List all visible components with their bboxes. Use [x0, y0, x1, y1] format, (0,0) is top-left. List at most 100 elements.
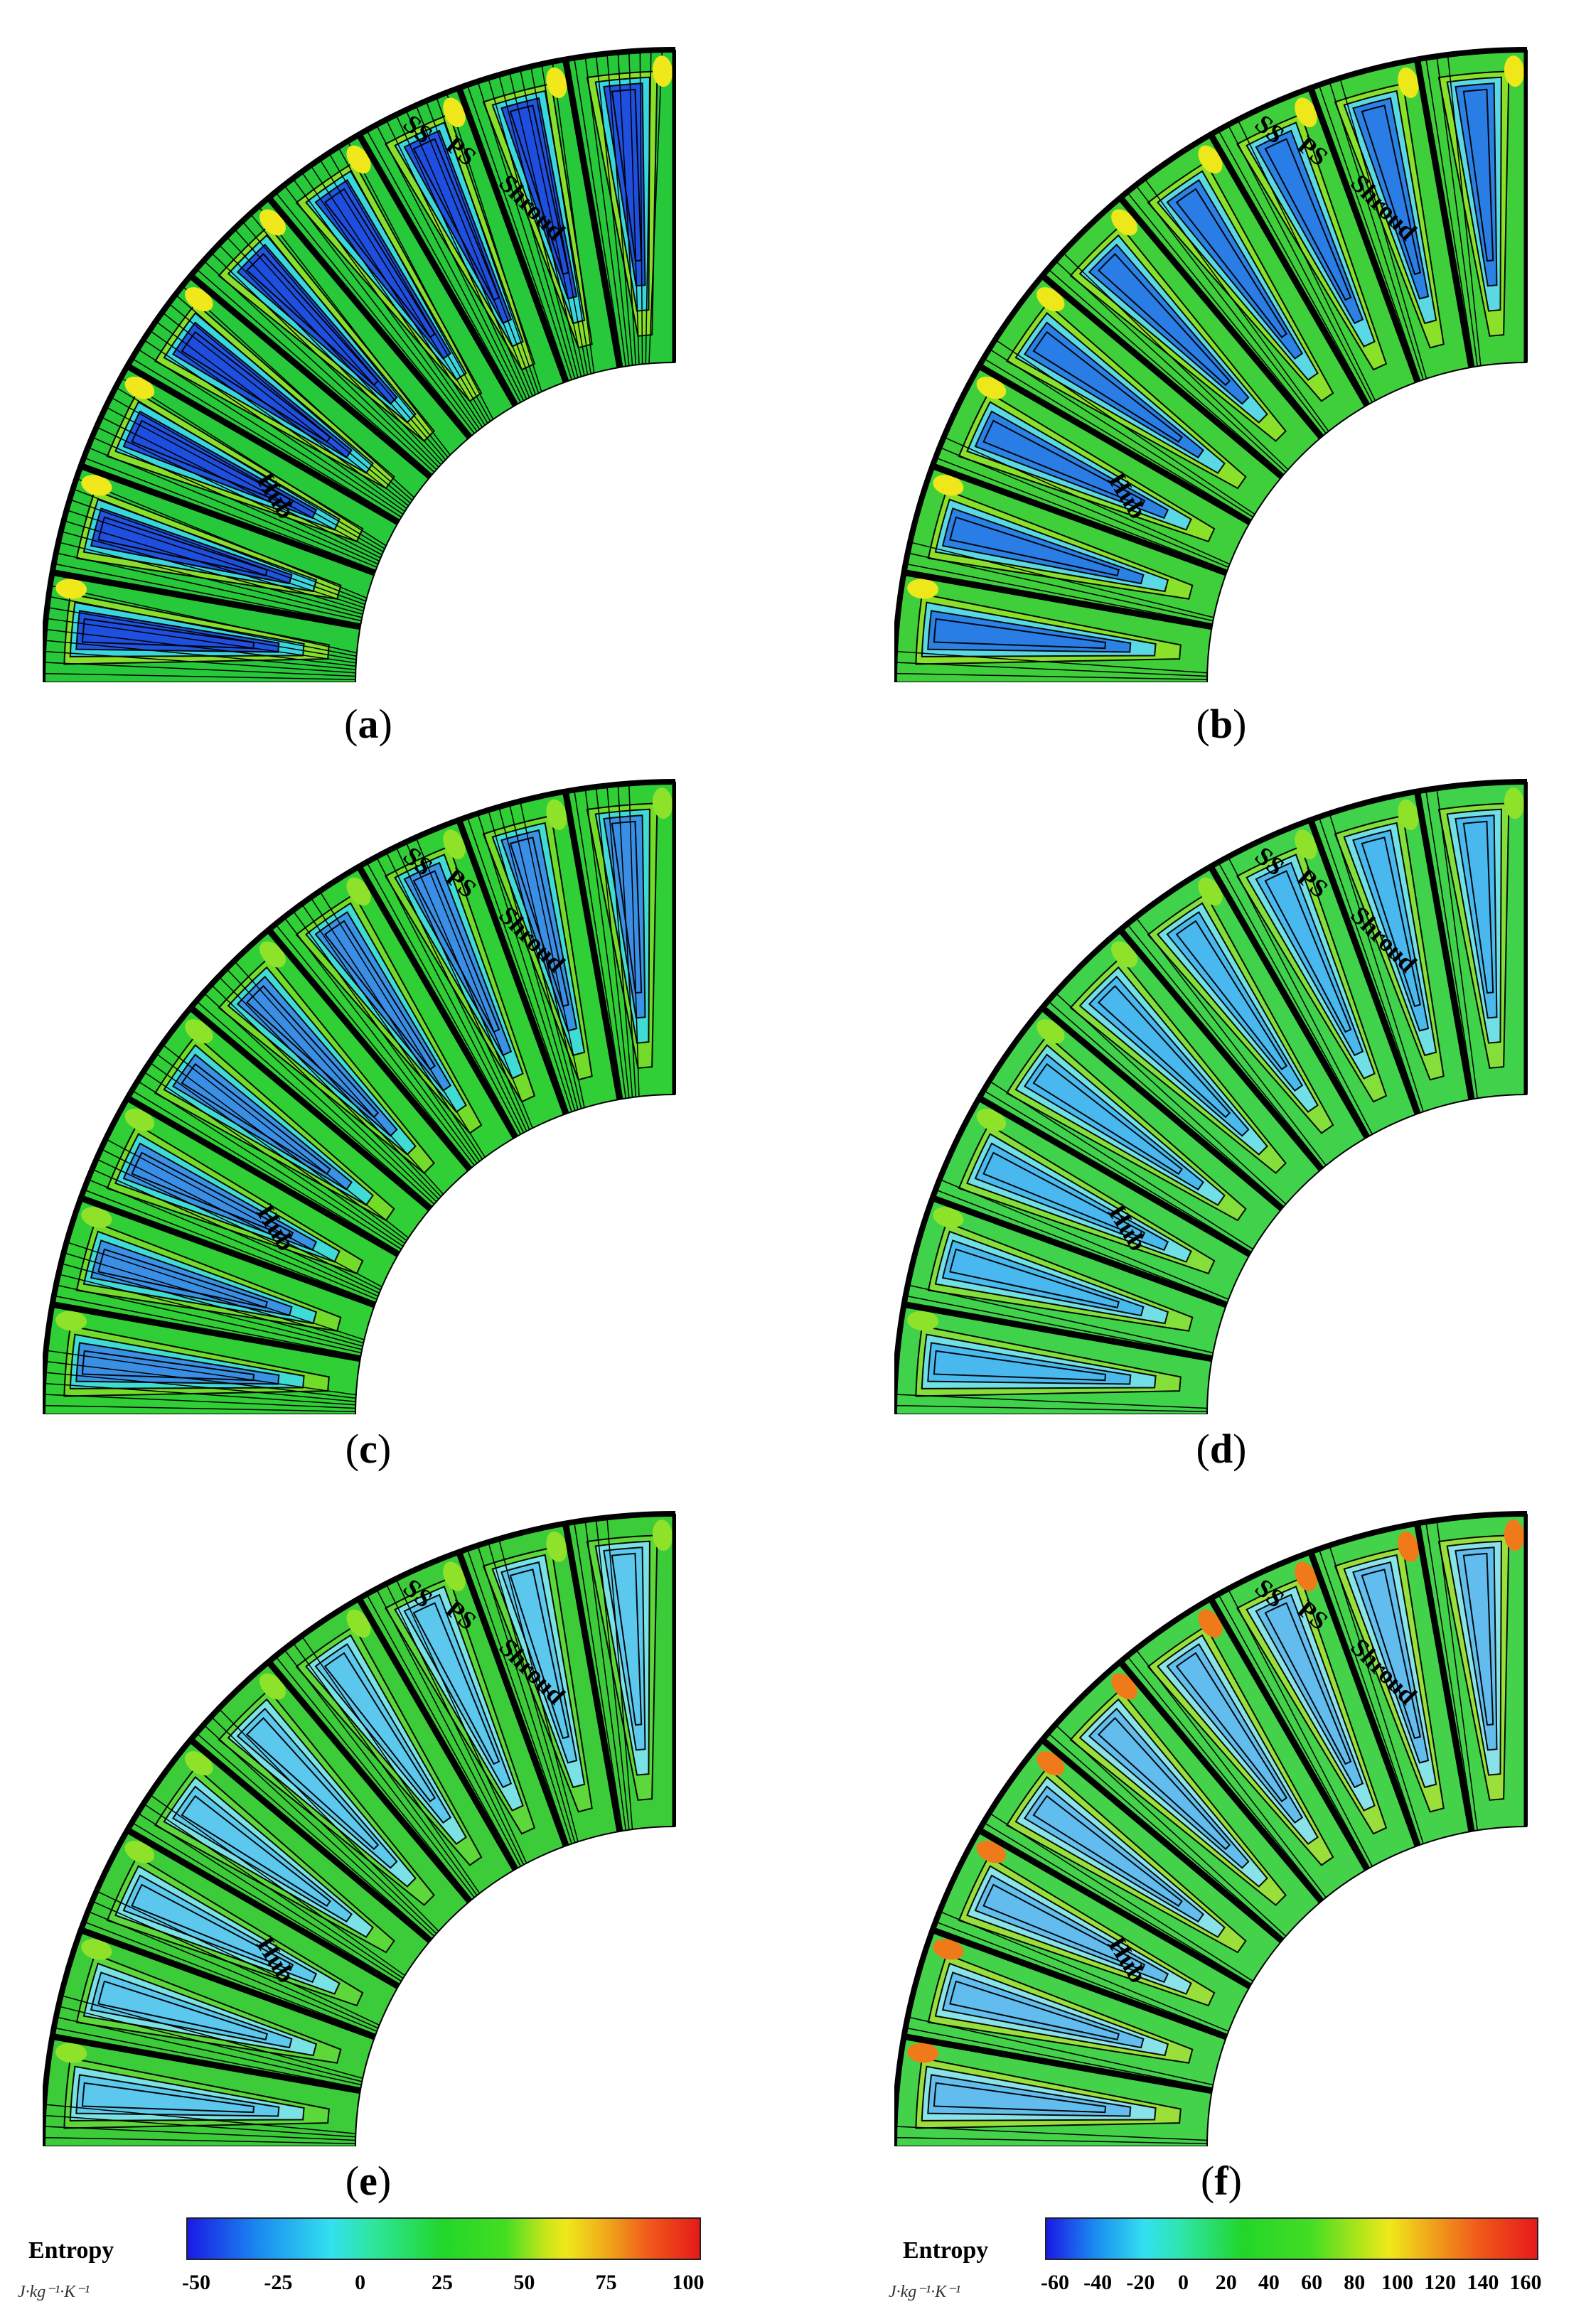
contour-line: [87, 1178, 377, 1300]
contour-line: [319, 158, 486, 426]
passage-contour: [982, 1151, 1146, 1239]
hot-spot: [1036, 287, 1065, 312]
contour-line: [43, 1372, 356, 1402]
contour-line: [894, 662, 1208, 677]
contour-line: [87, 1910, 377, 2032]
hot-spot: [976, 376, 1007, 399]
contour-line: [87, 446, 377, 568]
contour-line: [132, 357, 400, 521]
contour-line: [395, 1578, 527, 1863]
contour-line: [1055, 992, 1287, 1205]
blade: [356, 132, 518, 407]
hot-spot: [1504, 55, 1525, 87]
contour-line: [1425, 790, 1475, 1099]
passage-contour: [245, 1716, 380, 1851]
hot-spot: [1198, 145, 1223, 174]
colorbar-right-tick: -60: [1041, 2271, 1069, 2294]
blade: [1118, 1659, 1324, 1904]
contour-line: [63, 1252, 364, 1344]
contour-line: [292, 1642, 478, 1896]
contour-line: [1318, 1549, 1421, 1846]
contour-line: [301, 1635, 481, 1894]
caption-f: (f): [1201, 2158, 1242, 2204]
caption-e: (e): [345, 2158, 392, 2204]
contour-line: [385, 851, 525, 1134]
contour-line: [110, 397, 384, 553]
blade: [51, 1301, 361, 1362]
contour-line: [552, 61, 595, 373]
passage-contour: [1175, 1652, 1288, 1802]
blade: [977, 1095, 1252, 1257]
hot-spot: [1198, 877, 1223, 906]
hub-boundary: [1206, 1826, 1528, 2146]
contour-line: [83, 457, 376, 571]
blade: [266, 195, 473, 440]
contour-line: [508, 803, 582, 1109]
contour-line: [195, 1000, 433, 1207]
hot-spot: [55, 2043, 87, 2063]
contour-line: [1318, 817, 1421, 1114]
blade: [1414, 1522, 1475, 1832]
contour-line: [96, 1890, 380, 2026]
blade: [903, 569, 1213, 630]
contour-line: [894, 1404, 1208, 1412]
contour-line: [45, 618, 356, 664]
contour-line: [60, 530, 363, 615]
contour-line: [310, 897, 483, 1160]
contour-line: [233, 960, 444, 1195]
contour-line: [43, 662, 356, 677]
hot-spot: [185, 287, 213, 312]
contour-line: [1227, 856, 1373, 1135]
contour-line: [905, 2027, 1213, 2089]
contour-line: [573, 58, 623, 367]
passage-contour: [1361, 836, 1421, 1007]
contour-line: [595, 1518, 630, 1830]
blade: [977, 363, 1252, 525]
passage-contour: [181, 1795, 331, 1908]
contour-line: [58, 542, 363, 618]
contour-line: [274, 191, 473, 436]
contour-line: [218, 244, 439, 468]
contour-line: [508, 71, 582, 377]
contour-line: [995, 339, 1255, 515]
blade: [1118, 927, 1324, 1172]
contour-line: [1436, 56, 1478, 367]
colorbar-right-tick: 140: [1467, 2271, 1499, 2294]
contour-line: [628, 51, 640, 365]
contour-line: [66, 1241, 365, 1340]
blade: [80, 1927, 376, 2040]
hot-spot: [259, 941, 286, 968]
contour-line: [1218, 1593, 1370, 1868]
blade: [125, 1095, 400, 1257]
passage-contour: [933, 1350, 1107, 1382]
blade: [562, 790, 623, 1100]
blade: [562, 58, 623, 368]
blade: [188, 273, 433, 480]
contour-line: [92, 1900, 379, 2029]
hot-spot: [976, 1108, 1007, 1131]
colorbar-right-title: Entropy: [903, 2237, 989, 2264]
colorbar-right-tick: -40: [1083, 2271, 1113, 2294]
blade: [1040, 1005, 1285, 1212]
contour-line: [53, 2027, 361, 2089]
passage-contour: [982, 419, 1146, 507]
contour-line: [595, 786, 630, 1098]
blade: [931, 1927, 1228, 2040]
caption-d: (d): [1196, 1426, 1247, 1472]
blade: [1414, 58, 1475, 368]
contour-line: [168, 303, 411, 504]
contour-line: [53, 563, 361, 625]
contour-line: [301, 903, 481, 1162]
hot-spot: [1504, 787, 1525, 819]
blade: [1307, 87, 1421, 383]
passage-contour: [1032, 1795, 1183, 1908]
contour-line: [425, 100, 537, 395]
contour-line: [645, 50, 652, 364]
hub-boundary: [1206, 1094, 1528, 1414]
contour-line: [1329, 1545, 1424, 1844]
contour-line: [83, 1189, 376, 1303]
hot-spot: [346, 877, 371, 906]
contour-line: [233, 228, 444, 463]
contour-line: [161, 1043, 409, 1239]
